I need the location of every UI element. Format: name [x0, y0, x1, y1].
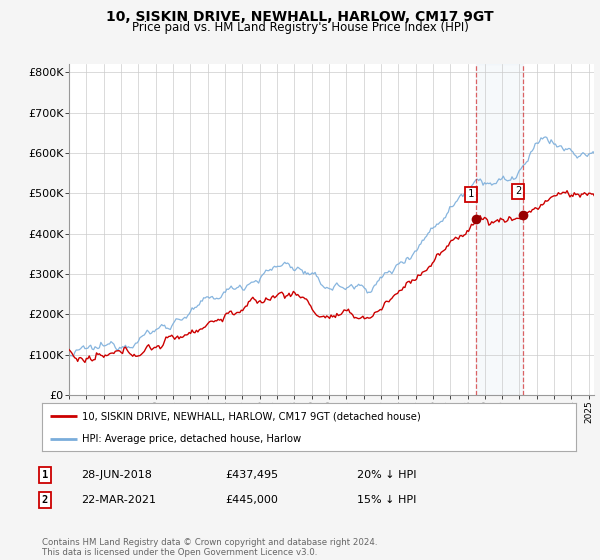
Text: 28-JUN-2018: 28-JUN-2018 — [81, 470, 152, 480]
Text: 10, SISKIN DRIVE, NEWHALL, HARLOW, CM17 9GT (detached house): 10, SISKIN DRIVE, NEWHALL, HARLOW, CM17 … — [82, 411, 421, 421]
Text: £437,495: £437,495 — [225, 470, 278, 480]
Text: 20% ↓ HPI: 20% ↓ HPI — [357, 470, 416, 480]
Text: Contains HM Land Registry data © Crown copyright and database right 2024.
This d: Contains HM Land Registry data © Crown c… — [42, 538, 377, 557]
Text: £445,000: £445,000 — [225, 495, 278, 505]
Text: 2: 2 — [42, 495, 48, 505]
Text: HPI: Average price, detached house, Harlow: HPI: Average price, detached house, Harl… — [82, 434, 301, 444]
Text: 2: 2 — [515, 186, 521, 197]
Text: 1: 1 — [42, 470, 48, 480]
Text: 10, SISKIN DRIVE, NEWHALL, HARLOW, CM17 9GT: 10, SISKIN DRIVE, NEWHALL, HARLOW, CM17 … — [106, 10, 494, 24]
Text: Price paid vs. HM Land Registry's House Price Index (HPI): Price paid vs. HM Land Registry's House … — [131, 21, 469, 34]
Bar — [476, 64, 523, 395]
Text: 1: 1 — [467, 189, 474, 199]
Text: 15% ↓ HPI: 15% ↓ HPI — [357, 495, 416, 505]
Text: 22-MAR-2021: 22-MAR-2021 — [81, 495, 156, 505]
